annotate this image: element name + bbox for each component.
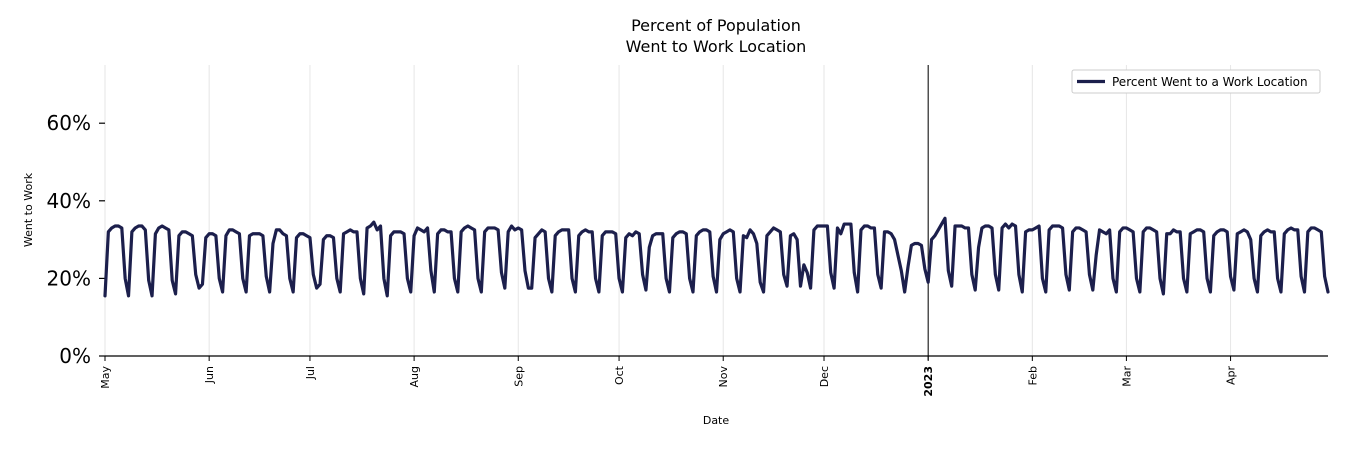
x-tick-label: Dec [818, 366, 831, 387]
x-tick-label: Jul [304, 366, 317, 380]
x-tick-label: Oct [613, 365, 626, 385]
x-tick-label: 2023 [922, 366, 935, 397]
x-ticks: May Jun Jul Aug Sep Oct Nov Dec 2023 Feb Mar Apr [99, 356, 1238, 397]
series-line-percent-went-to-work [103, 216, 1330, 298]
legend: Percent Went to a Work Location [1071, 69, 1321, 94]
x-tick-label: Sep [512, 366, 525, 387]
legend-label: Percent Went to a Work Location [1112, 75, 1308, 89]
chart-title-line-2: Went to Work Location [626, 37, 807, 56]
x-tick-label: Apr [1225, 366, 1238, 386]
x-axis-label: Date [703, 414, 730, 427]
y-axis-label: Went to Work [22, 172, 35, 247]
x-tick-label: Jun [203, 366, 216, 384]
x-tick-label: May [99, 366, 112, 389]
x-tick-label: Aug [408, 366, 421, 387]
x-tick-label: Feb [1026, 366, 1039, 385]
x-tick-label: Nov [717, 366, 730, 388]
gridlines [104, 65, 1232, 356]
y-tick-label: 0% [59, 344, 91, 368]
chart-title-line-1: Percent of Population [631, 16, 801, 35]
y-tick-label: 60% [47, 111, 91, 135]
y-tick-label: 20% [47, 266, 91, 290]
chart-title: Percent of Population Went to Work Locat… [626, 16, 807, 56]
y-tick-label: 40% [47, 189, 91, 213]
legend-box [1071, 69, 1321, 94]
x-tick-label: Mar [1120, 366, 1133, 387]
y-ticks: 0% 20% 40% 60% [47, 111, 105, 368]
